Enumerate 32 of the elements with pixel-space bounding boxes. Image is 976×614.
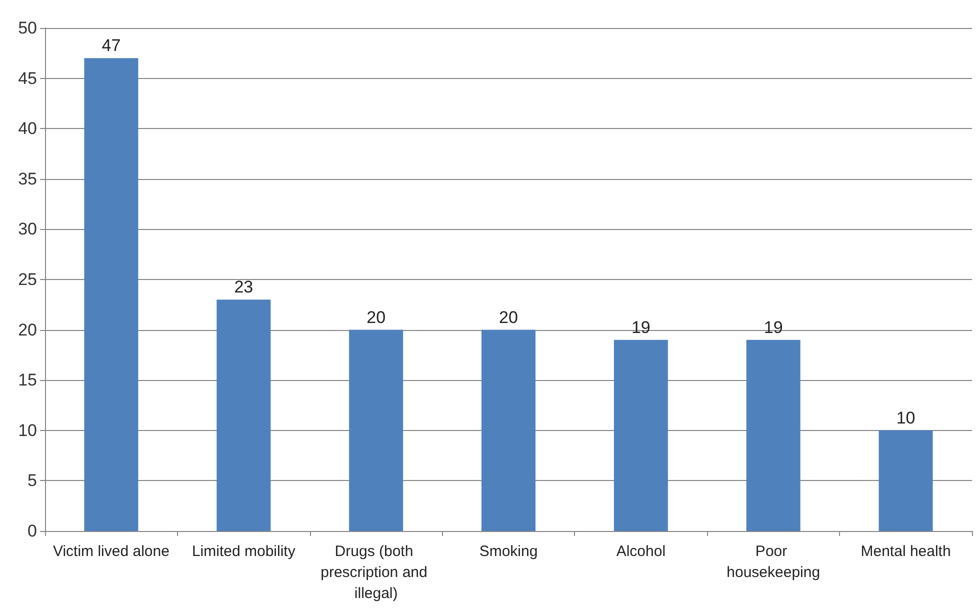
y-tick-label: 45 [18, 68, 37, 88]
data-label: 20 [366, 308, 386, 327]
data-label: 47 [102, 36, 121, 56]
bar [216, 300, 271, 531]
bar [746, 340, 800, 531]
y-tick-label: 0 [28, 522, 37, 540]
y-tick-label: 40 [18, 119, 37, 138]
y-tick-label: 25 [18, 270, 37, 289]
x-tick-label: Victim lived alone [52, 543, 170, 560]
data-label: 20 [499, 308, 518, 327]
bar [349, 330, 404, 531]
bar [614, 340, 668, 531]
y-tick-label: 30 [18, 220, 37, 239]
x-tick-label: Smoking [479, 543, 538, 560]
data-label: 23 [234, 278, 254, 297]
data-label: 10 [896, 408, 916, 428]
bar [84, 58, 138, 531]
y-tick-label: 50 [18, 18, 37, 38]
bar [878, 430, 933, 531]
y-tick-label: 20 [18, 320, 37, 340]
x-tick-label: Limited mobility [192, 543, 296, 560]
y-tick-label: 35 [18, 169, 37, 188]
x-tick-label: Alcohol [616, 543, 666, 560]
x-tick-label: Drugs (both prescription and illegal) [320, 543, 432, 602]
y-tick-label: 5 [28, 471, 37, 490]
x-tick-label: Poor housekeeping [726, 543, 820, 581]
data-label: 19 [764, 318, 783, 337]
x-tick-label: Mental health [860, 543, 951, 560]
y-tick-label: 10 [18, 420, 37, 440]
y-tick-label: 15 [18, 370, 37, 390]
data-label: 19 [631, 318, 650, 337]
bar [482, 330, 536, 531]
